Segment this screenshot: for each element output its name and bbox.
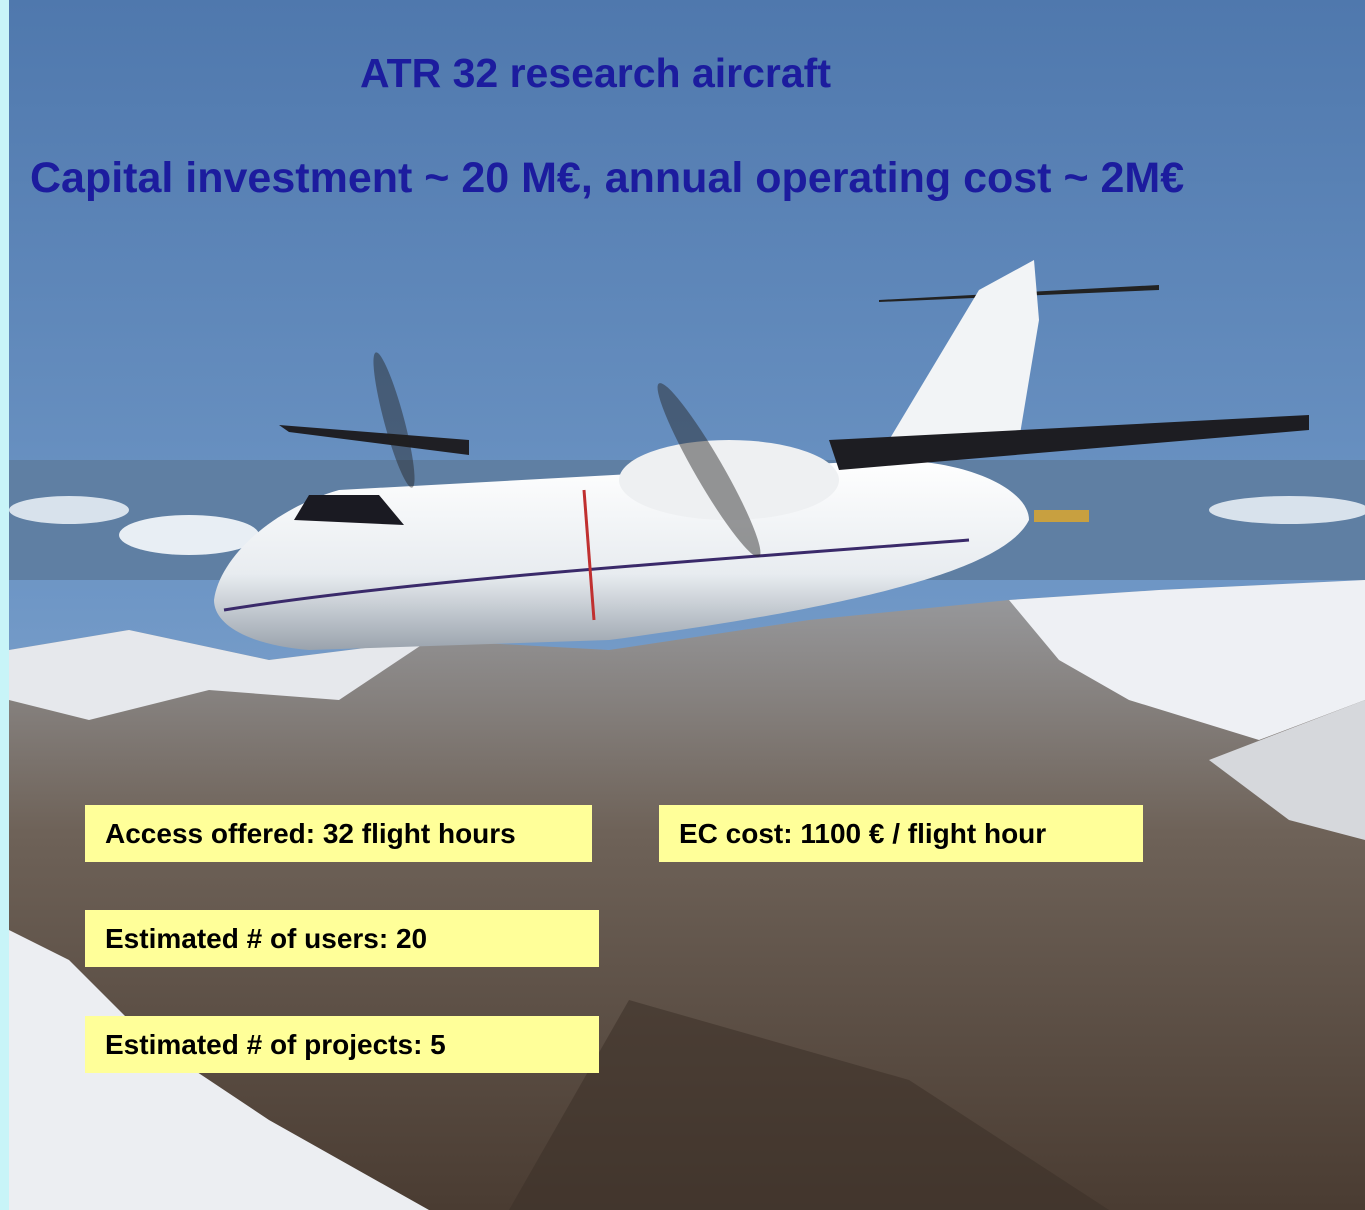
info-box: Estimated # of projects: 5 (85, 1016, 599, 1073)
info-box: EC cost: 1100 € / flight hour (659, 805, 1143, 862)
background-photo (9, 0, 1365, 1210)
slide-title: ATR 32 research aircraft (360, 50, 831, 96)
info-box: Estimated # of users: 20 (85, 910, 599, 967)
info-box: Access offered: 32 flight hours (85, 805, 592, 862)
slide-subtitle: Capital investment ~ 20 M€, annual opera… (30, 154, 1185, 202)
